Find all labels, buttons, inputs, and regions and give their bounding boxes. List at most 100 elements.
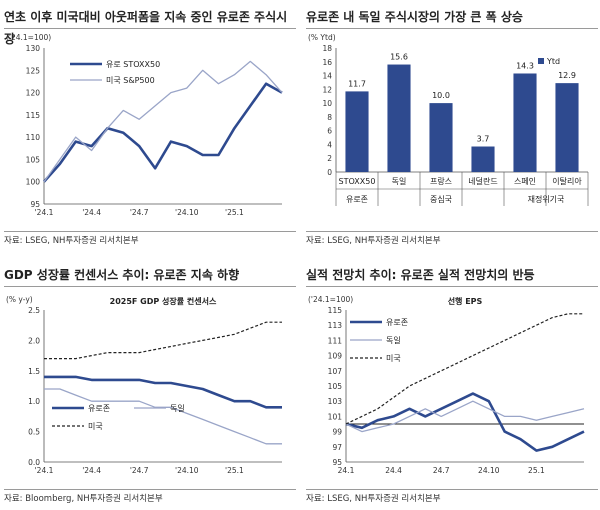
y-tick-label: 0.5 bbox=[28, 428, 40, 437]
y-tick-label: 18 bbox=[322, 44, 332, 53]
chart-panel-4: 실적 전망치 추이: 유로존 실적 전망치의 반등 ('24.1=100) 선행 … bbox=[306, 260, 598, 510]
source-note: 자료: LSEG, NH투자증권 리서치본부 bbox=[4, 231, 296, 250]
y-tick-label: 4 bbox=[327, 140, 332, 149]
chart-panel-3: GDP 성장률 컨센서스 추이: 유로존 지속 하향 (% y-y) 2025F … bbox=[4, 260, 296, 510]
y-tick-label: 0.0 bbox=[28, 458, 40, 467]
series-line-1 bbox=[44, 388, 282, 445]
series-line-2 bbox=[345, 313, 584, 425]
x-tick-label: 24.7 bbox=[433, 466, 450, 475]
x-tick-label: 24.4 bbox=[385, 466, 402, 475]
y-tick-label: 105 bbox=[26, 155, 41, 164]
y-tick-label: 10 bbox=[322, 99, 332, 108]
y-tick-label: 107 bbox=[328, 367, 343, 376]
chart-title: 선행 EPS bbox=[448, 296, 483, 306]
legend-label: 독일 bbox=[386, 336, 401, 345]
y-tick-label: 115 bbox=[328, 306, 343, 315]
bar-5 bbox=[555, 83, 579, 172]
y-tick-label: 95 bbox=[30, 200, 40, 209]
y-tick-label: 6 bbox=[327, 127, 332, 136]
legend-label: 미국 bbox=[88, 422, 103, 431]
y-tick-label: 2.0 bbox=[28, 336, 40, 345]
panel-title: 유로존 내 독일 주식시장의 가장 큰 폭 상승 bbox=[306, 6, 598, 29]
category-label: STOXX50 bbox=[339, 177, 376, 186]
x-tick-label: '24.7 bbox=[130, 466, 149, 475]
y-tick-label: 125 bbox=[26, 66, 41, 75]
y-tick-label: 1.5 bbox=[28, 367, 40, 376]
x-tick-label: '24.1 bbox=[35, 466, 54, 475]
x-tick-label: 24.1 bbox=[338, 466, 355, 475]
x-tick-label: '24.4 bbox=[82, 208, 101, 217]
ytd-return-bar-chart: (% Ytd) 0 2 4 6 8 10 12 14 16 18 Ytd 11.7 STOXX50 15.6… bbox=[308, 33, 589, 206]
unit-label: ('24.1=100) bbox=[308, 295, 353, 304]
unit-label: (% y-y) bbox=[6, 295, 33, 304]
y-tick-label: 103 bbox=[328, 397, 343, 406]
unit-label: (% Ytd) bbox=[308, 33, 336, 42]
series-line-2 bbox=[44, 321, 282, 360]
category-label: 독일 bbox=[392, 177, 407, 186]
y-tick-label: 16 bbox=[322, 58, 332, 67]
legend-label: Ytd bbox=[546, 57, 560, 66]
x-tick-label: 24.10 bbox=[478, 466, 500, 475]
bar-value-label: 3.7 bbox=[477, 135, 490, 144]
series-line-0 bbox=[44, 375, 282, 409]
series-line-1 bbox=[43, 60, 283, 183]
legend-swatch bbox=[538, 58, 544, 64]
bar-value-label: 11.7 bbox=[348, 79, 366, 88]
y-tick-label: 2.5 bbox=[28, 306, 40, 315]
bar-4 bbox=[513, 73, 537, 172]
y-tick-label: 109 bbox=[328, 352, 343, 361]
legend-label: 유로존 bbox=[386, 318, 408, 327]
source-note: 자료: LSEG, NH투자증권 리서치본부 bbox=[306, 231, 598, 250]
y-tick-label: 100 bbox=[26, 178, 41, 187]
gdp-consensus-line-chart: (% y-y) 2025F GDP 성장률 컨센서스 0.0 0.5 1.0 1.5 2.0… bbox=[6, 295, 282, 475]
group-label: 유로존 bbox=[346, 195, 368, 204]
unit-label: ('24.1=100) bbox=[6, 33, 51, 42]
bar-1 bbox=[387, 64, 411, 172]
forward-eps-line-chart: ('24.1=100) 선행 EPS 95 97 99 101 103 105 107 109 11… bbox=[308, 295, 585, 475]
source-note: 자료: LSEG, NH투자증권 리서치본부 bbox=[306, 489, 598, 508]
bar-value-label: 14.3 bbox=[516, 61, 534, 70]
series-line-0 bbox=[43, 82, 283, 183]
series-line-0 bbox=[345, 392, 585, 452]
y-tick-label: 14 bbox=[322, 72, 332, 81]
y-tick-label: 111 bbox=[328, 336, 343, 345]
panel-title: 연초 이후 미국대비 아웃퍼폼을 지속 중인 유로존 주식시장 bbox=[4, 6, 296, 46]
y-tick-label: 115 bbox=[26, 111, 41, 120]
series-line-1 bbox=[345, 400, 585, 433]
legend-label: 유로존 bbox=[88, 404, 110, 413]
x-tick-label: '24.10 bbox=[175, 466, 199, 475]
y-tick-label: 99 bbox=[332, 428, 342, 437]
x-tick-label: '24.4 bbox=[82, 466, 101, 475]
category-label: 프랑스 bbox=[430, 176, 452, 186]
category-label: 스페인 bbox=[514, 176, 536, 186]
y-tick-label: 0 bbox=[327, 168, 332, 177]
y-tick-label: 113 bbox=[328, 321, 343, 330]
x-tick-label: '24.10 bbox=[175, 208, 199, 217]
bar-value-label: 10.0 bbox=[432, 91, 450, 100]
y-tick-label: 12 bbox=[322, 85, 332, 94]
category-label: 이탈리아 bbox=[552, 176, 582, 186]
bar-value-label: 12.9 bbox=[558, 71, 576, 80]
y-tick-label: 105 bbox=[328, 382, 343, 391]
group-label: 중심국 bbox=[430, 194, 452, 204]
bar-value-label: 15.6 bbox=[390, 53, 408, 62]
legend-label: 미국 bbox=[386, 354, 401, 363]
panel-title: GDP 성장률 컨센서스 추이: 유로존 지속 하향 bbox=[4, 264, 296, 287]
x-tick-label: '24.1 bbox=[35, 208, 54, 217]
chart-panel-2: 유로존 내 독일 주식시장의 가장 큰 폭 상승 (% Ytd) 0 2 4 6 8 10 1… bbox=[306, 2, 598, 252]
panel-title: 실적 전망치 추이: 유로존 실적 전망치의 반등 bbox=[306, 264, 598, 287]
y-tick-label: 97 bbox=[332, 443, 342, 452]
category-label: 네덜란드 bbox=[468, 176, 497, 186]
x-tick-label: '25.1 bbox=[225, 466, 244, 475]
chart-panel-1: 연초 이후 미국대비 아웃퍼폼을 지속 중인 유로존 주식시장 ('24.1=1… bbox=[4, 2, 296, 252]
bar-0 bbox=[345, 91, 369, 172]
y-tick-label: 101 bbox=[328, 412, 343, 421]
y-tick-label: 120 bbox=[26, 89, 41, 98]
group-label: 재정위기국 bbox=[528, 194, 565, 204]
y-tick-label: 2 bbox=[327, 154, 332, 163]
legend-label: 독일 bbox=[170, 404, 185, 413]
x-tick-label: '25.1 bbox=[225, 208, 244, 217]
x-tick-label: '24.7 bbox=[130, 208, 149, 217]
source-note: 자료: Bloomberg, NH투자증권 리서치본부 bbox=[4, 489, 296, 508]
y-tick-label: 95 bbox=[332, 458, 342, 467]
